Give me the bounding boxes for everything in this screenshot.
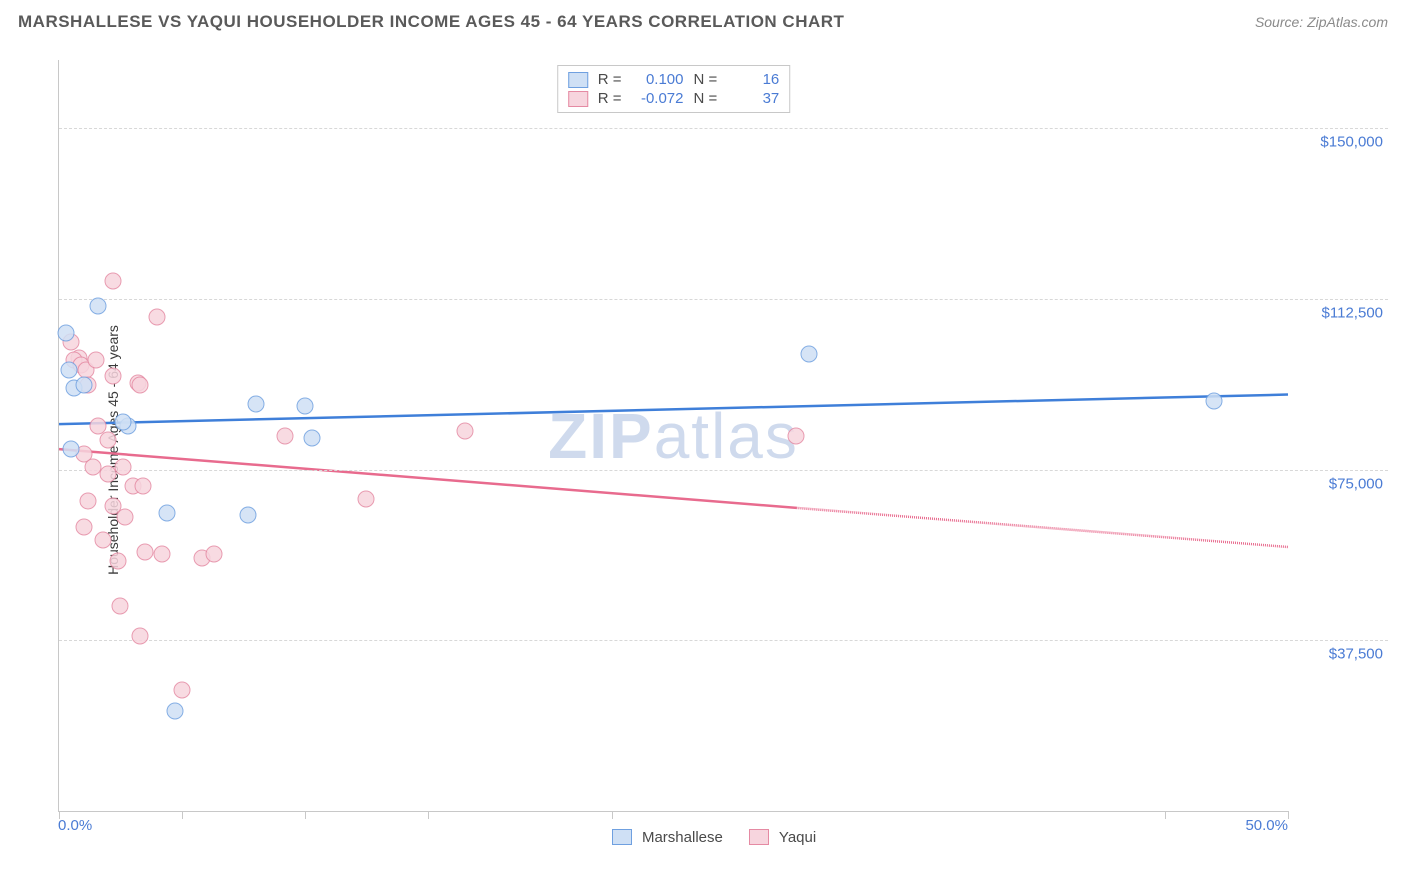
- data-point-b: [100, 432, 117, 449]
- data-point-b: [105, 368, 122, 385]
- y-tick-label: $37,500: [1293, 646, 1383, 663]
- swatch-a-icon: [612, 829, 632, 845]
- watermark-bold: ZIP: [548, 400, 654, 472]
- trendlines-layer: [59, 60, 1288, 811]
- data-point-b: [112, 598, 129, 615]
- data-point-b: [87, 352, 104, 369]
- plot-area: ZIPatlas R = 0.100 N = 16 R = -0.072 N =…: [58, 60, 1288, 812]
- x-tick: [305, 811, 306, 819]
- data-point-b: [132, 377, 149, 394]
- gridline: [59, 128, 1388, 129]
- data-point-b: [149, 309, 166, 326]
- data-point-b: [154, 545, 171, 562]
- data-point-b: [95, 532, 112, 549]
- gridline: [59, 640, 1388, 641]
- legend-row-b: R = -0.072 N = 37: [568, 89, 780, 108]
- data-point-b: [80, 493, 97, 510]
- swatch-a-icon: [568, 72, 588, 88]
- gridline: [59, 299, 1388, 300]
- r-label: R =: [598, 71, 622, 88]
- data-point-b: [114, 459, 131, 476]
- legend-row-a: R = 0.100 N = 16: [568, 70, 780, 89]
- data-point-a: [114, 413, 131, 430]
- n-value: 37: [727, 90, 779, 107]
- data-point-a: [60, 361, 77, 378]
- gridline: [59, 470, 1388, 471]
- data-point-b: [109, 552, 126, 569]
- data-point-b: [358, 491, 375, 508]
- data-point-a: [247, 395, 264, 412]
- data-point-b: [277, 427, 294, 444]
- data-point-b: [75, 518, 92, 535]
- data-point-a: [75, 377, 92, 394]
- chart-container: Householder Income Ages 45 - 64 years ZI…: [18, 48, 1388, 852]
- data-point-a: [166, 702, 183, 719]
- n-label: N =: [694, 90, 718, 107]
- chart-title: MARSHALLESE VS YAQUI HOUSEHOLDER INCOME …: [18, 12, 844, 32]
- data-point-b: [173, 682, 190, 699]
- n-label: N =: [694, 71, 718, 88]
- data-point-b: [117, 509, 134, 526]
- series-legend: Marshallese Yaqui: [18, 829, 1388, 846]
- data-point-a: [58, 325, 75, 342]
- watermark-rest: atlas: [654, 400, 799, 472]
- n-value: 16: [727, 71, 779, 88]
- data-point-a: [90, 297, 107, 314]
- data-point-b: [456, 422, 473, 439]
- data-point-a: [296, 397, 313, 414]
- y-tick-label: $150,000: [1293, 134, 1383, 151]
- data-point-b: [788, 427, 805, 444]
- data-point-a: [63, 441, 80, 458]
- data-point-b: [205, 545, 222, 562]
- series-b-label: Yaqui: [779, 829, 816, 846]
- data-point-b: [137, 543, 154, 560]
- data-point-b: [132, 627, 149, 644]
- r-label: R =: [598, 90, 622, 107]
- data-point-b: [105, 272, 122, 289]
- r-value: 0.100: [632, 71, 684, 88]
- x-tick: [1165, 811, 1166, 819]
- data-point-b: [134, 477, 151, 494]
- swatch-b-icon: [749, 829, 769, 845]
- source-label: Source: ZipAtlas.com: [1255, 14, 1388, 30]
- data-point-a: [304, 429, 321, 446]
- series-a-label: Marshallese: [642, 829, 723, 846]
- correlation-legend: R = 0.100 N = 16 R = -0.072 N = 37: [557, 65, 791, 113]
- data-point-a: [240, 507, 257, 524]
- watermark: ZIPatlas: [548, 399, 799, 473]
- x-tick: [1288, 811, 1289, 819]
- data-point-a: [159, 504, 176, 521]
- y-tick-label: $112,500: [1293, 304, 1383, 321]
- x-tick: [612, 811, 613, 819]
- x-tick: [428, 811, 429, 819]
- data-point-a: [800, 345, 817, 362]
- y-tick-label: $75,000: [1293, 475, 1383, 492]
- r-value: -0.072: [632, 90, 684, 107]
- swatch-b-icon: [568, 91, 588, 107]
- x-tick: [182, 811, 183, 819]
- data-point-a: [1206, 393, 1223, 410]
